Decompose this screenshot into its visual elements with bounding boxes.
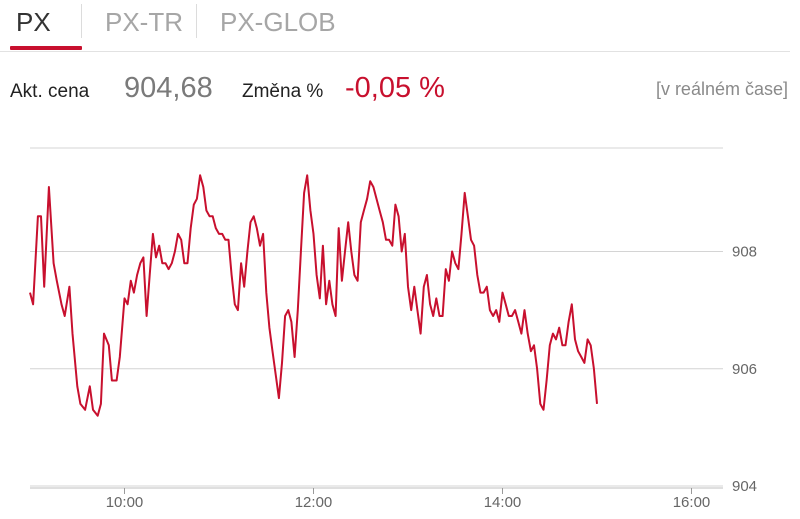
chart-grid — [30, 147, 723, 489]
y-tick-label: 906 — [732, 361, 757, 378]
change-label: Změna % — [242, 81, 324, 102]
tab-px-glob[interactable]: PX-GLOB — [220, 7, 336, 37]
y-axis-ticks: 904 906 908 — [732, 244, 757, 495]
index-tabs: PX PX-TR PX-GLOB — [0, 0, 790, 52]
x-axis-ticks: 10:00 12:00 14:00 16:00 — [106, 488, 711, 511]
x-tick-label: 12:00 — [295, 494, 333, 511]
series-line — [29, 174, 598, 417]
quote-summary: Akt. cena 904,68 Změna % -0,05 % [v reál… — [0, 68, 800, 112]
price-line-chart: 904 906 908 10:00 12:00 14:00 16:00 — [29, 147, 757, 511]
price-value: 904,68 — [124, 72, 213, 104]
realtime-indicator: [v reálném čase] — [655, 79, 788, 99]
active-tab-indicator — [10, 46, 82, 50]
change-value: -0,05 % — [345, 72, 445, 104]
y-tick-label: 904 — [732, 478, 757, 495]
x-tick-label: 16:00 — [673, 494, 711, 511]
price-label: Akt. cena — [10, 81, 90, 102]
y-tick-label: 908 — [732, 244, 757, 261]
x-tick-label: 10:00 — [106, 494, 144, 511]
chart-series — [29, 174, 598, 417]
tab-px-tr[interactable]: PX-TR — [105, 7, 183, 37]
tab-px[interactable]: PX — [16, 7, 51, 37]
tab-divider — [196, 4, 197, 38]
x-tick-label: 14:00 — [484, 494, 522, 511]
tab-divider — [81, 4, 82, 38]
